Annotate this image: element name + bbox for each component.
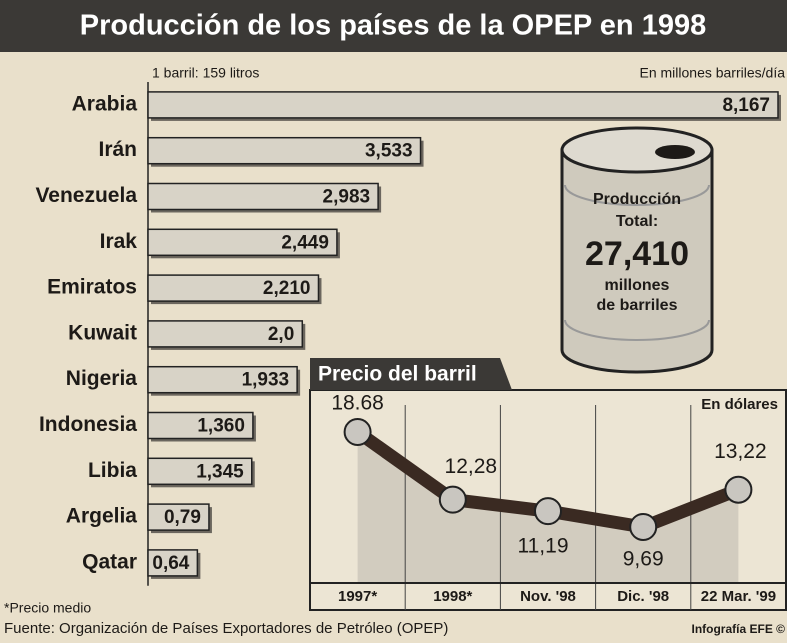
price-point xyxy=(440,487,466,513)
footnote: *Precio medio xyxy=(4,600,91,616)
data-label: 2,983 xyxy=(323,187,371,208)
data-label: 13,22 xyxy=(714,440,767,463)
data-label: 2,0 xyxy=(268,324,294,345)
data-label: 1,933 xyxy=(242,370,290,391)
data-label: 11,19 xyxy=(518,535,569,558)
data-label: 8,167 xyxy=(722,95,770,116)
data-label: 1,360 xyxy=(197,416,245,437)
data-label: 0,64 xyxy=(152,553,189,574)
source: Fuente: Organización de Países Exportado… xyxy=(4,620,448,637)
barrel-total: 27,410 xyxy=(585,235,689,273)
y-tick-label: Venezuela xyxy=(35,184,137,207)
price-point xyxy=(345,419,371,445)
y-tick-label: Nigeria xyxy=(66,367,138,390)
price-point xyxy=(725,477,751,503)
x-tick-label: Nov. '98 xyxy=(520,588,576,605)
data-label: 3,533 xyxy=(365,141,413,162)
data-label: 2,210 xyxy=(263,278,311,299)
y-tick-label: Libia xyxy=(88,459,137,482)
data-label: 12,28 xyxy=(445,455,498,478)
barrel-text: millones xyxy=(605,277,670,294)
unit-note: En millones barriles/día xyxy=(639,65,785,81)
y-tick-label: Qatar xyxy=(82,550,137,573)
price-title: Precio del barril xyxy=(318,363,477,386)
barrel-text: Total: xyxy=(616,213,658,230)
subtitle: 1 barril: 159 litros xyxy=(152,65,259,81)
x-tick-label: Dic. '98 xyxy=(617,588,669,605)
y-tick-label: Arabia xyxy=(72,92,138,115)
data-label: 9,69 xyxy=(623,548,664,571)
credit: Infografía EFE © xyxy=(691,622,785,636)
bar xyxy=(148,92,778,118)
x-tick-label: 22 Mar. '99 xyxy=(701,588,776,605)
data-label: 1,345 xyxy=(196,461,244,482)
data-label: 18.68 xyxy=(331,392,384,415)
y-tick-label: Irán xyxy=(98,138,137,161)
price-point xyxy=(630,514,656,540)
y-tick-label: Argelia xyxy=(66,505,138,528)
data-label: 2,449 xyxy=(281,232,329,253)
barrel-text: Producción xyxy=(593,191,681,208)
x-tick-label: 1997* xyxy=(338,588,377,605)
chart-title: Producción de los países de la OPEP en 1… xyxy=(80,10,706,42)
y-tick-label: Emiratos xyxy=(47,276,137,299)
price-unit: En dólares xyxy=(701,396,778,413)
barrel-text: de barriles xyxy=(597,297,678,314)
infographic: Producción de los países de la OPEP en 1… xyxy=(0,0,787,643)
y-tick-label: Irak xyxy=(100,230,138,253)
y-tick-label: Indonesia xyxy=(39,413,137,436)
price-point xyxy=(535,498,561,524)
x-tick-label: 1998* xyxy=(433,588,472,605)
y-tick-label: Kuwait xyxy=(68,321,137,344)
data-label: 0,79 xyxy=(164,507,201,528)
